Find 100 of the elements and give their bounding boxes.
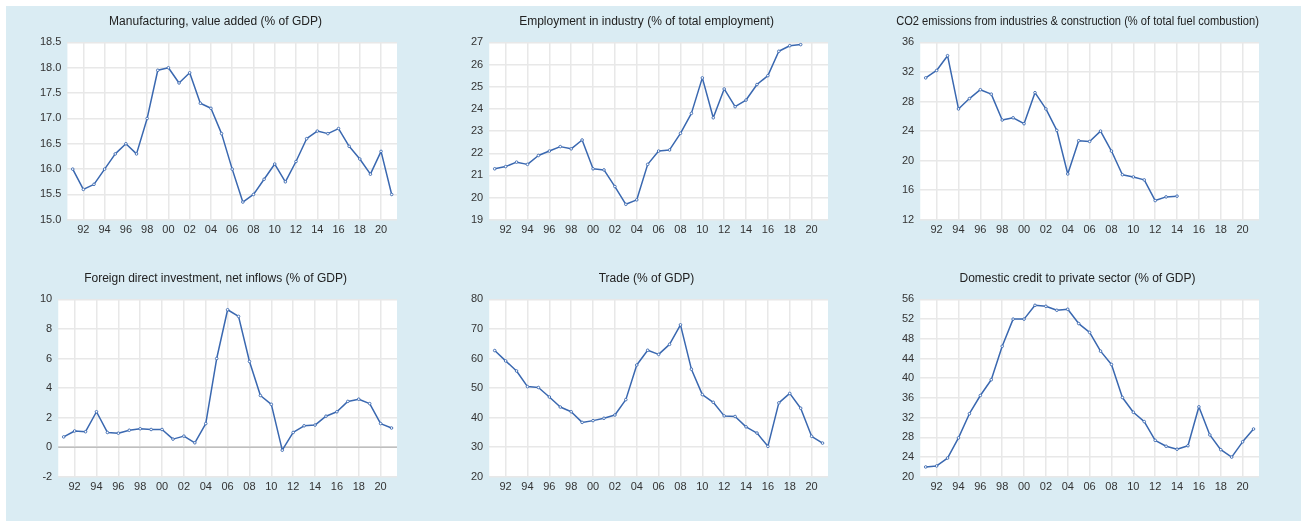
x-tick-label: 08 bbox=[674, 480, 687, 493]
x-tick-label: 20 bbox=[805, 480, 818, 493]
x-tick-label: 02 bbox=[608, 223, 622, 236]
x-tick-label: 12 bbox=[1149, 480, 1162, 493]
x-tick-label: 12 bbox=[287, 480, 300, 493]
x-tick-label: 18 bbox=[353, 223, 366, 236]
x-tick-label: 04 bbox=[204, 223, 218, 236]
y-tick-label: 27 bbox=[470, 35, 484, 48]
x-tick-label: 94 bbox=[952, 223, 965, 236]
chart-title: Employment in industry (% of total employment) bbox=[519, 13, 774, 28]
x-tick-label: 92 bbox=[930, 480, 943, 493]
y-tick-label: 52 bbox=[901, 312, 915, 325]
y-tick-label: 20 bbox=[470, 469, 484, 482]
x-tick-label: 14 bbox=[1170, 223, 1184, 236]
y-tick-label: 16 bbox=[901, 183, 915, 196]
x-tick-label: 16 bbox=[330, 480, 344, 493]
y-tick-label: 0 bbox=[46, 440, 53, 453]
x-tick-label: 08 bbox=[243, 480, 256, 493]
x-tick-label: 00 bbox=[155, 480, 169, 493]
y-tick-label: 60 bbox=[470, 351, 484, 364]
x-tick-label: 92 bbox=[499, 480, 512, 493]
x-tick-label: 92 bbox=[68, 480, 81, 493]
y-tick-label: 6 bbox=[46, 351, 53, 364]
x-tick-label: 14 bbox=[308, 480, 322, 493]
chart-title: CO2 emissions from industries & construction (% of total fuel combustion) bbox=[896, 14, 1259, 27]
x-tick-label: 06 bbox=[1083, 223, 1096, 236]
y-tick-label: 10 bbox=[39, 292, 53, 305]
x-tick-label: 14 bbox=[1170, 480, 1184, 493]
y-tick-label: 12 bbox=[901, 212, 915, 225]
y-tick-label: 24 bbox=[901, 450, 915, 463]
chart-title: Domestic credit to private sector (% of GDP) bbox=[959, 270, 1196, 285]
x-tick-label: 00 bbox=[1017, 480, 1031, 493]
x-tick-label: 20 bbox=[374, 480, 387, 493]
x-tick-label: 06 bbox=[652, 223, 665, 236]
y-tick-label: 19 bbox=[470, 212, 484, 225]
x-tick-label: 20 bbox=[1236, 480, 1249, 493]
x-tick-label: 10 bbox=[1127, 480, 1140, 493]
y-tick-label: 16.5 bbox=[39, 136, 62, 149]
x-tick-label: 92 bbox=[930, 223, 943, 236]
x-tick-label: 96 bbox=[974, 223, 987, 236]
x-tick-label: 00 bbox=[586, 480, 600, 493]
y-tick-label: 25 bbox=[470, 79, 484, 92]
y-tick-label: 56 bbox=[901, 292, 915, 305]
x-tick-label: 08 bbox=[674, 223, 687, 236]
x-tick-label: 12 bbox=[718, 223, 731, 236]
x-tick-label: 16 bbox=[761, 480, 775, 493]
x-tick-label: 92 bbox=[77, 223, 90, 236]
chart-title: Trade (% of GDP) bbox=[598, 270, 695, 285]
x-tick-label: 04 bbox=[199, 480, 212, 493]
x-tick-label: 16 bbox=[1192, 480, 1206, 493]
y-tick-label: 23 bbox=[470, 124, 484, 137]
y-tick-label: 15.0 bbox=[39, 212, 62, 225]
y-tick-label: 30 bbox=[470, 440, 484, 453]
x-tick-label: 18 bbox=[1214, 480, 1227, 493]
x-tick-label: 04 bbox=[630, 223, 643, 236]
y-tick-label: 20 bbox=[470, 190, 484, 203]
x-tick-label: 02 bbox=[177, 480, 191, 493]
x-tick-label: 96 bbox=[543, 480, 556, 493]
x-tick-label: 02 bbox=[608, 480, 622, 493]
x-tick-label: 10 bbox=[696, 223, 709, 236]
y-tick-label: 4 bbox=[46, 381, 53, 394]
x-tick-label: 20 bbox=[374, 223, 388, 236]
y-tick-label: 32 bbox=[901, 65, 915, 77]
x-tick-label: 06 bbox=[1083, 480, 1096, 493]
y-tick-label: 26 bbox=[470, 57, 484, 70]
x-tick-label: 04 bbox=[630, 480, 643, 493]
y-tick-label: 20 bbox=[901, 153, 915, 166]
x-tick-label: 18 bbox=[783, 223, 796, 236]
x-tick-label: 14 bbox=[739, 223, 753, 236]
y-tick-label: 8 bbox=[46, 322, 53, 334]
x-tick-label: 16 bbox=[332, 223, 345, 236]
y-tick-label: 28 bbox=[901, 94, 915, 107]
y-tick-label: 16.0 bbox=[39, 162, 62, 175]
chart-title: Foreign direct investment, net inflows (% of GDP) bbox=[84, 270, 347, 285]
x-tick-label: 02 bbox=[183, 223, 196, 236]
x-tick-label: 02 bbox=[1039, 480, 1053, 493]
x-tick-label: 06 bbox=[226, 223, 239, 236]
y-tick-label: 2 bbox=[46, 410, 53, 423]
chart-title: Manufacturing, value added (% of GDP) bbox=[109, 13, 322, 28]
x-tick-label: 16 bbox=[761, 223, 775, 236]
x-tick-label: 98 bbox=[141, 223, 154, 236]
x-tick-label: 08 bbox=[1105, 480, 1118, 493]
y-tick-label: 40 bbox=[901, 371, 915, 384]
y-tick-label: 28 bbox=[901, 430, 915, 443]
y-tick-label: 18.0 bbox=[39, 60, 62, 73]
x-tick-label: 98 bbox=[134, 480, 147, 493]
y-tick-label: 24 bbox=[470, 101, 484, 114]
x-tick-label: 18 bbox=[783, 480, 796, 493]
x-tick-label: 20 bbox=[805, 223, 818, 236]
x-tick-label: 96 bbox=[543, 223, 556, 236]
y-tick-label: 48 bbox=[901, 331, 915, 344]
y-tick-label: 17.0 bbox=[39, 111, 62, 124]
x-tick-label: 94 bbox=[90, 480, 103, 493]
x-tick-label: 12 bbox=[1149, 223, 1162, 236]
x-tick-label: 00 bbox=[1017, 223, 1031, 236]
y-tick-label: 17.5 bbox=[39, 86, 62, 99]
x-tick-label: 10 bbox=[265, 480, 278, 493]
x-tick-label: 16 bbox=[1192, 223, 1206, 236]
y-tick-label: 20 bbox=[901, 469, 915, 482]
x-tick-label: 96 bbox=[974, 480, 987, 493]
